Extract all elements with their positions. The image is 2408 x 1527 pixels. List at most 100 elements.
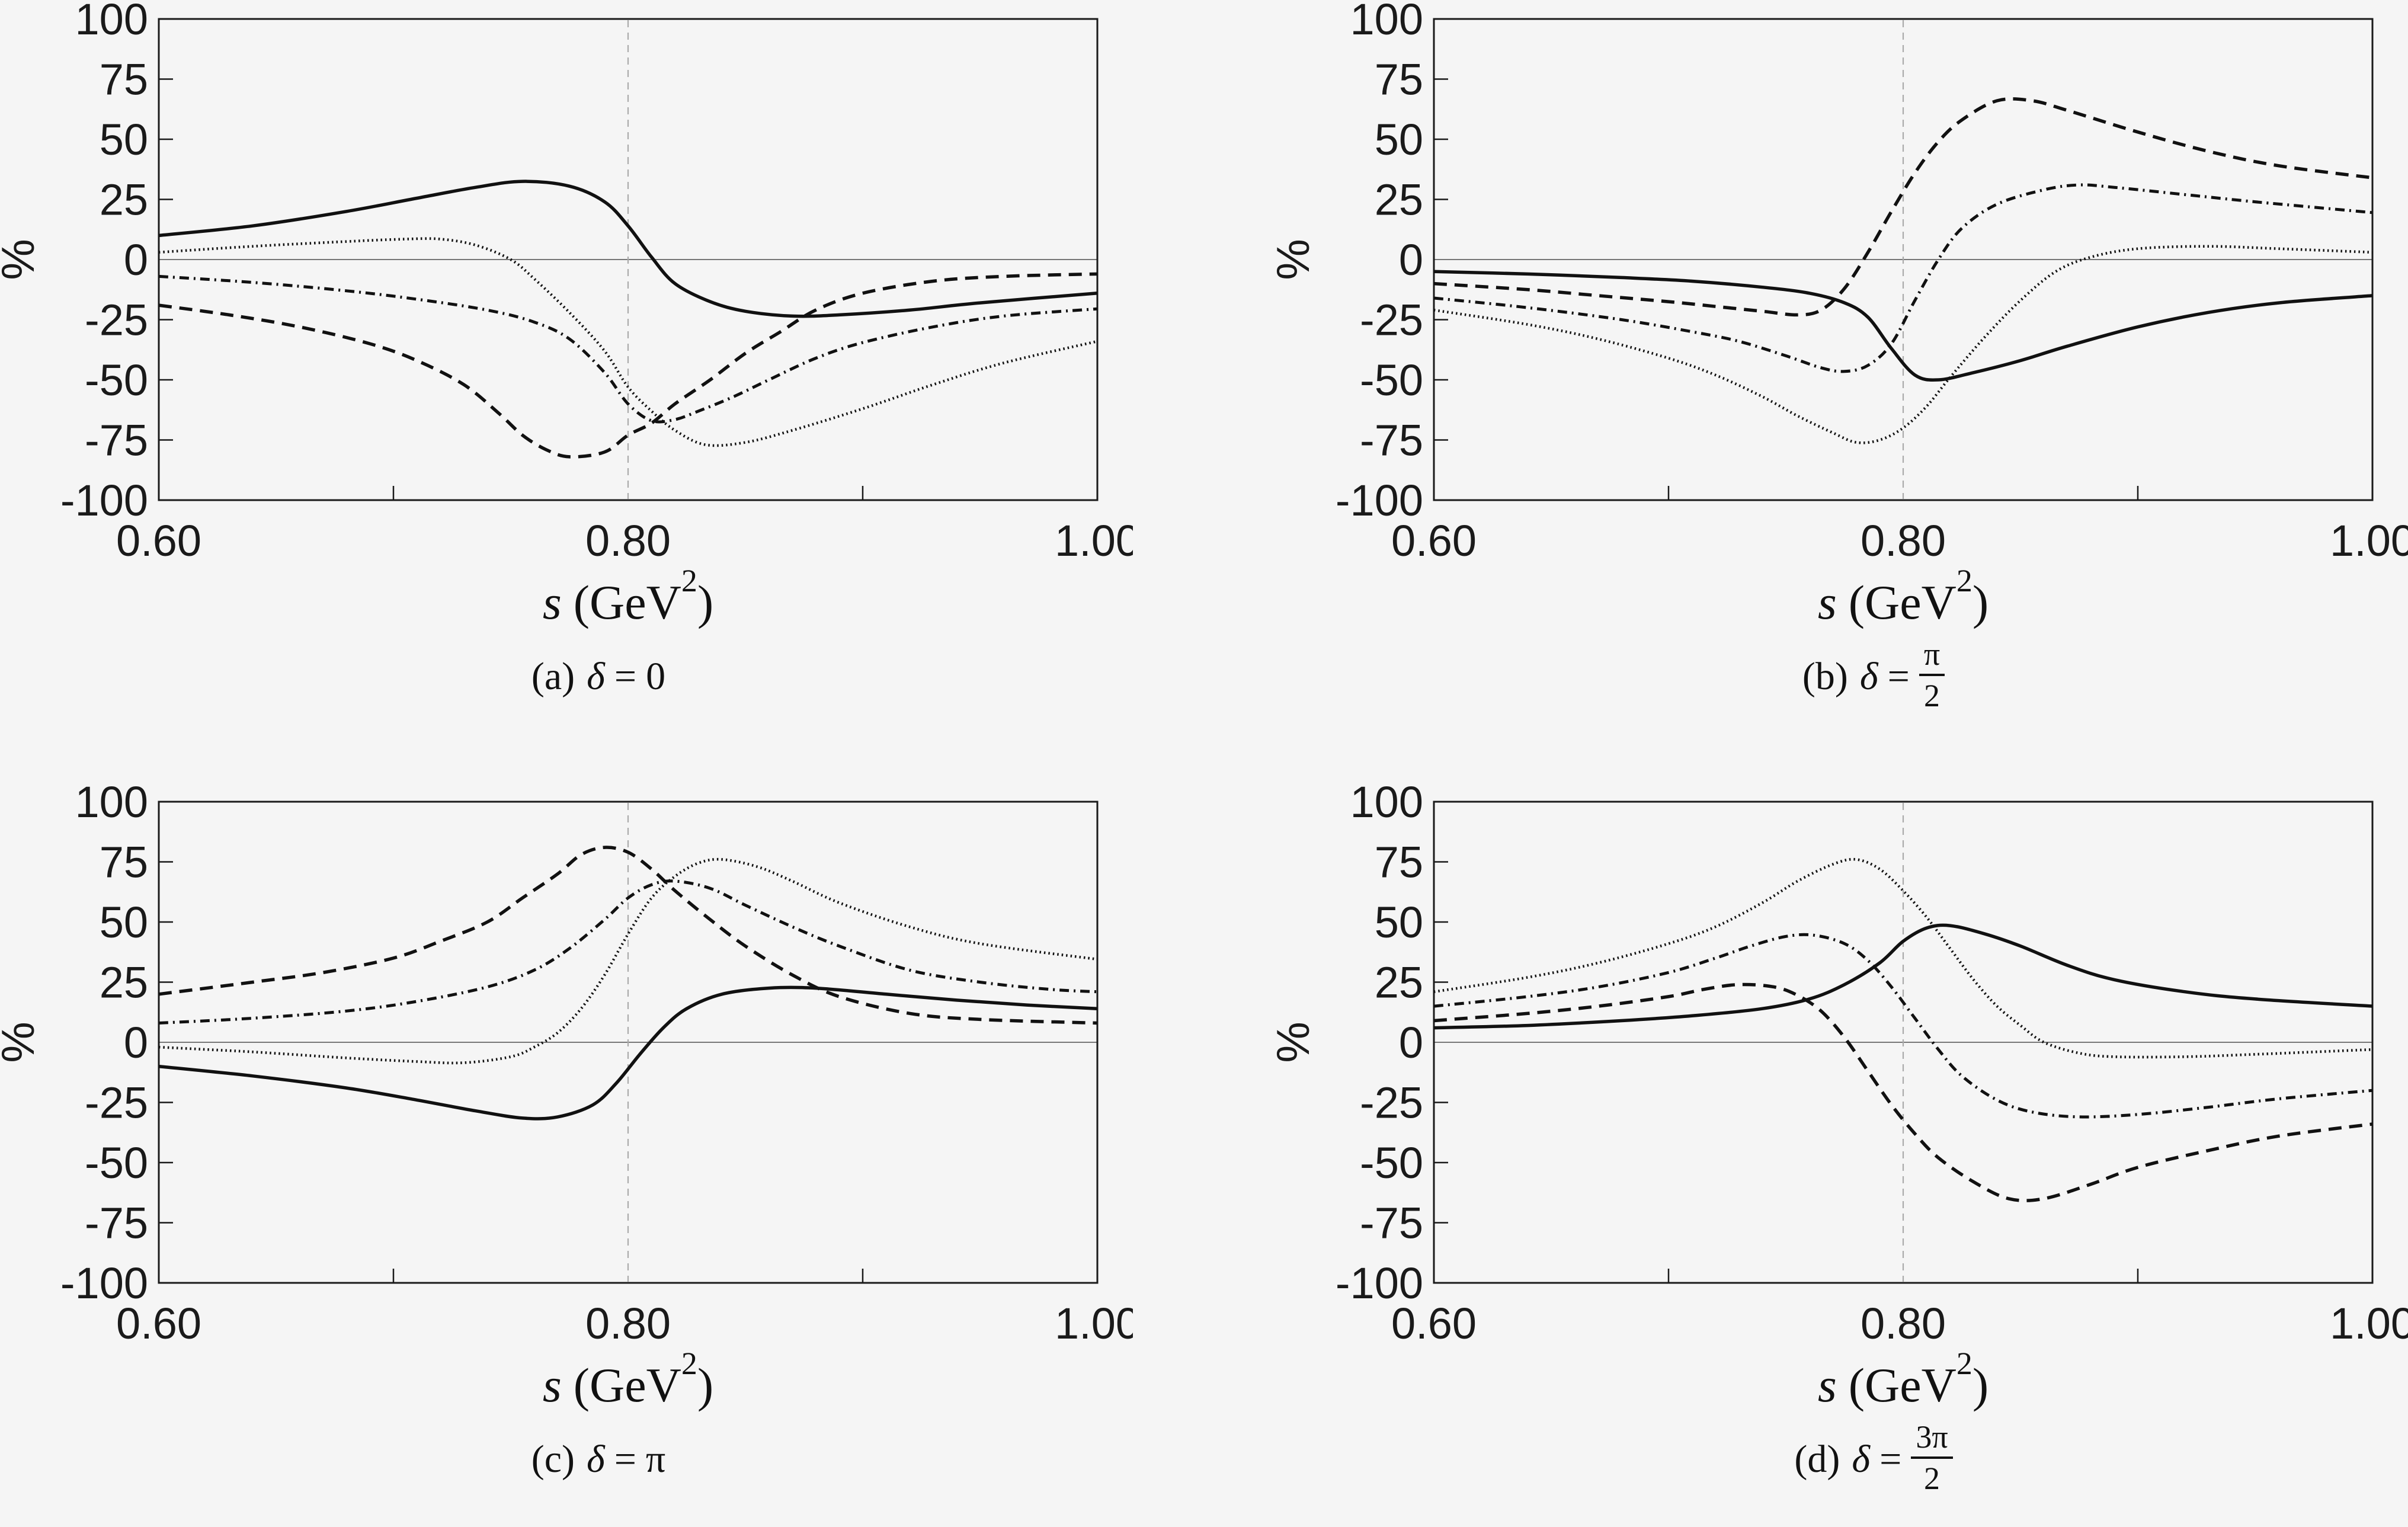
caption-value: π <box>645 1438 666 1481</box>
x-variable: s <box>542 1358 562 1412</box>
y-tick-label: -25 <box>85 296 148 345</box>
x-tick-label: 0.80 <box>1861 1299 1946 1348</box>
x-tick-label: 0.80 <box>1861 516 1946 565</box>
y-axis-label: % <box>0 239 44 280</box>
y-tick-label: -100 <box>1336 476 1423 525</box>
x-tick-label: 1.00 <box>2330 516 2408 565</box>
y-tick-label: 75 <box>100 838 148 887</box>
y-tick-label: 50 <box>1375 898 1423 947</box>
fraction-numerator: π <box>1919 637 1945 676</box>
y-tick-label: -50 <box>1360 356 1423 405</box>
x-unit-open: (GeV <box>573 575 681 629</box>
equals-sign: = <box>1879 1438 1902 1481</box>
delta-symbol: δ <box>587 655 605 698</box>
plot-frame <box>158 18 1099 501</box>
y-tick-label: -75 <box>85 416 148 465</box>
caption-index: (b) <box>1802 655 1848 698</box>
y-tick-label: -50 <box>85 356 148 405</box>
y-tick-label: -100 <box>60 476 148 525</box>
y-tick-label: 100 <box>75 783 148 827</box>
curve-dash-dot <box>1433 933 2373 1119</box>
y-tick-label: 50 <box>100 115 148 164</box>
x-tick-label: 0.60 <box>1391 1299 1477 1348</box>
y-tick-label: 75 <box>100 55 148 104</box>
curve-solid <box>1433 270 2373 382</box>
x-tick-label: 0.60 <box>1391 516 1477 565</box>
equals-sign: = <box>1887 655 1910 698</box>
y-tick-label: 0 <box>1399 1018 1423 1067</box>
y-tick-label: 25 <box>1375 175 1423 225</box>
x-variable: s <box>542 575 562 629</box>
fraction: 3π 2 <box>1911 1420 1953 1494</box>
subplot-caption: (c) δ = π <box>159 1424 1038 1501</box>
x-variable: s <box>1817 575 1837 629</box>
x-tick-label: 0.80 <box>585 516 671 565</box>
y-tick-label: -100 <box>60 1259 148 1308</box>
x-unit-exponent: 2 <box>681 563 697 598</box>
curve-dashed <box>158 272 1098 459</box>
plot-frame <box>1433 801 2374 1284</box>
x-tick-label: 1.00 <box>1055 516 1133 565</box>
x-axis-label: s (GeV2) <box>159 565 1097 635</box>
y-tick-label: 100 <box>1350 0 1423 44</box>
subplot-caption: (a) δ = 0 <box>159 641 1038 718</box>
y-tick-label: 25 <box>100 175 148 225</box>
y-tick-label: -50 <box>85 1138 148 1187</box>
curve-dotted <box>1433 857 2373 1059</box>
delta-symbol: δ <box>587 1438 605 1481</box>
y-tick-label: -75 <box>85 1199 148 1248</box>
x-axis-label: s (GeV2) <box>159 1347 1097 1418</box>
subplot-caption: (d) δ = 3π 2 <box>1434 1421 2313 1501</box>
delta-symbol: δ <box>1859 655 1878 698</box>
y-tick-label: 50 <box>1375 115 1423 164</box>
y-tick-label: 75 <box>1375 55 1423 104</box>
y-tick-label: -75 <box>1360 1199 1423 1248</box>
curve-dashed <box>158 846 1098 1025</box>
y-tick-label: 25 <box>100 958 148 1007</box>
fraction-denominator: 2 <box>1923 677 1940 713</box>
y-tick-label: 100 <box>75 0 148 44</box>
x-unit-close: ) <box>697 1358 714 1412</box>
curve-solid <box>158 985 1098 1121</box>
y-axis-label: % <box>1275 239 1319 280</box>
curve-solid <box>1433 923 2373 1030</box>
fraction-numerator: 3π <box>1911 1420 1953 1459</box>
y-tick-label: 75 <box>1375 838 1423 887</box>
y-tick-label: -25 <box>85 1078 148 1128</box>
y-tick-label: 0 <box>1399 235 1423 284</box>
caption-index: (a) <box>531 655 575 698</box>
equals-sign: = <box>614 1438 636 1481</box>
equals-sign: = <box>614 655 637 698</box>
caption-index: (c) <box>531 1438 575 1481</box>
curve-dashed <box>1433 982 2373 1202</box>
y-tick-label: 0 <box>124 1018 148 1067</box>
curve-dash-dot <box>1433 183 2373 373</box>
x-unit-exponent: 2 <box>1956 563 1972 598</box>
x-tick-label: 0.60 <box>116 1299 201 1348</box>
y-tick-label: 0 <box>124 235 148 284</box>
curve-dashed <box>1433 97 2373 317</box>
x-tick-label: 0.80 <box>585 1299 671 1348</box>
curve-dotted <box>158 237 1098 447</box>
x-tick-label: 1.00 <box>2330 1299 2408 1348</box>
plot-frame <box>158 801 1099 1284</box>
curve-solid <box>158 180 1098 318</box>
x-unit-open: (GeV <box>573 1358 681 1412</box>
y-tick-label: -25 <box>1360 296 1423 345</box>
x-unit-close: ) <box>1972 1358 1989 1412</box>
caption-value: 0 <box>646 655 666 698</box>
y-tick-label: -25 <box>1360 1078 1423 1128</box>
curve-dash-dot <box>158 879 1098 1025</box>
delta-symbol: δ <box>1852 1438 1871 1481</box>
y-axis-label: % <box>0 1022 44 1062</box>
caption-index: (d) <box>1794 1438 1840 1481</box>
